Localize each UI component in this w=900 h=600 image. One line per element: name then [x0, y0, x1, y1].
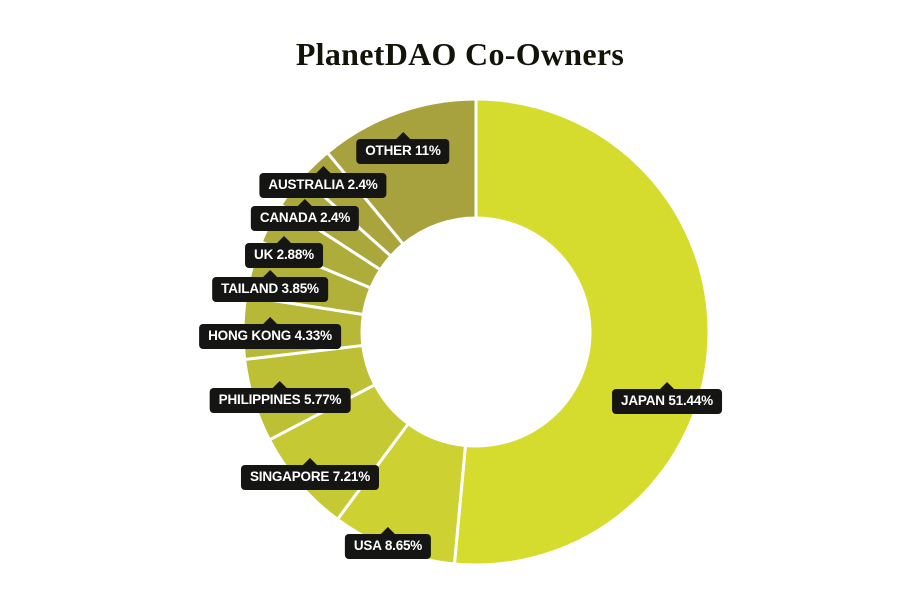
slice-other	[325, 97, 478, 246]
chart-title: PlanetDAO Co-Owners	[295, 36, 625, 72]
slice-japan	[452, 97, 711, 567]
